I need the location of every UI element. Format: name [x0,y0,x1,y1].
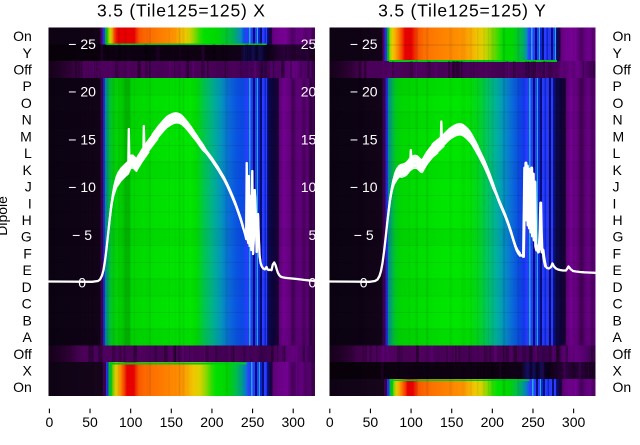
svg-text:5: 5 [309,227,317,243]
svg-text:A: A [22,329,32,345]
svg-text:On: On [613,28,632,44]
svg-text:250: 250 [241,414,265,430]
svg-text:P: P [613,78,622,94]
svg-text:L: L [24,145,32,161]
svg-text:X: X [613,363,623,379]
svg-text:25: 25 [301,36,317,52]
svg-text:− 25: − 25 [68,36,96,52]
svg-text:0: 0 [360,275,368,291]
svg-text:M: M [613,128,625,144]
svg-text:F: F [613,246,622,262]
svg-text:X: X [22,363,32,379]
svg-text:Off: Off [613,62,632,78]
svg-text:50: 50 [363,414,379,430]
svg-text:300: 300 [282,414,306,430]
svg-text:G: G [613,229,624,245]
svg-text:C: C [613,296,623,312]
svg-text:L: L [613,145,621,161]
svg-text:B: B [613,312,622,328]
svg-text:O: O [21,95,32,111]
svg-text:0: 0 [46,414,54,430]
svg-text:E: E [613,262,622,278]
svg-text:On: On [13,379,32,395]
svg-text:On: On [613,379,632,395]
svg-text:N: N [613,112,623,128]
svg-text:B: B [22,312,31,328]
svg-text:0: 0 [309,275,317,291]
svg-text:C: C [22,296,32,312]
svg-text:I: I [613,195,617,211]
svg-text:200: 200 [481,414,505,430]
svg-text:− 10: − 10 [68,179,96,195]
svg-text:0: 0 [326,414,334,430]
svg-text:Dipole: Dipole [0,196,10,236]
svg-text:K: K [22,162,32,178]
svg-text:300: 300 [562,414,586,430]
svg-text:0: 0 [78,275,86,291]
svg-text:H: H [22,212,32,228]
svg-text:− 20: − 20 [350,84,378,100]
svg-text:100: 100 [399,414,423,430]
svg-text:− 25: − 25 [350,36,378,52]
svg-text:150: 150 [160,414,184,430]
svg-text:150: 150 [440,414,464,430]
svg-text:50: 50 [82,414,98,430]
svg-text:Y: Y [22,45,32,61]
svg-text:O: O [613,95,624,111]
svg-text:On: On [13,28,32,44]
svg-text:20: 20 [301,84,317,100]
svg-text:3.5 (Tile125=125) Y: 3.5 (Tile125=125) Y [378,1,546,21]
svg-text:Off: Off [13,62,32,78]
svg-text:E: E [22,262,31,278]
svg-text:D: D [613,279,623,295]
svg-text:10: 10 [301,179,317,195]
svg-text:− 10: − 10 [350,179,378,195]
svg-text:15: 15 [301,131,317,147]
svg-text:200: 200 [200,414,224,430]
svg-text:H: H [613,212,623,228]
svg-text:Off: Off [13,346,32,362]
svg-text:− 15: − 15 [350,131,378,147]
svg-text:M: M [20,128,32,144]
svg-text:− 15: − 15 [68,131,96,147]
svg-text:J: J [25,179,32,195]
svg-text:N: N [22,112,32,128]
svg-text:I: I [28,195,32,211]
svg-text:A: A [613,329,623,345]
svg-text:3.5 (Tile125=125) X: 3.5 (Tile125=125) X [97,1,266,21]
svg-text:F: F [23,246,32,262]
svg-text:− 5: − 5 [72,227,92,243]
svg-text:J: J [613,179,620,195]
svg-text:D: D [22,279,32,295]
svg-text:P: P [22,78,31,94]
svg-text:Off: Off [613,346,632,362]
svg-text:100: 100 [119,414,143,430]
svg-text:Y: Y [613,45,623,61]
svg-text:250: 250 [521,414,545,430]
svg-text:− 20: − 20 [68,84,96,100]
svg-text:G: G [21,229,32,245]
svg-text:K: K [613,162,623,178]
svg-text:− 5: − 5 [354,227,374,243]
